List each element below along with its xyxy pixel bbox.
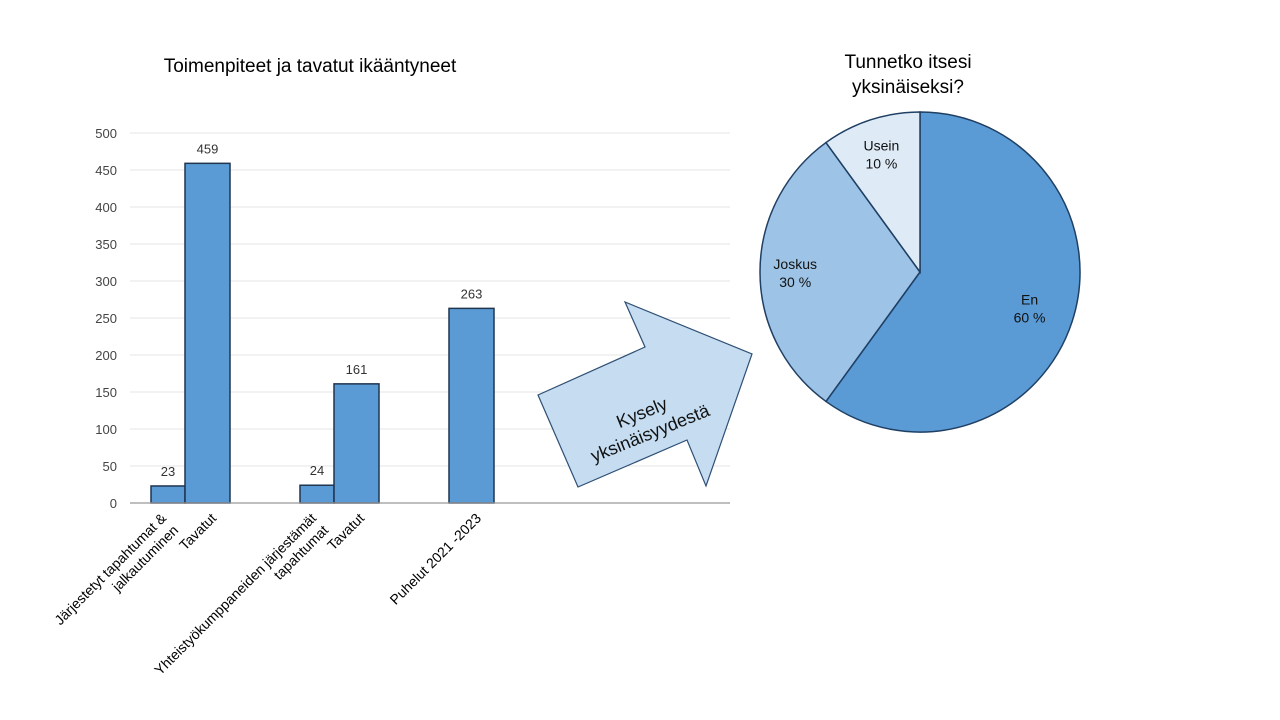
data-label: 24 bbox=[310, 463, 324, 478]
y-tick-label: 500 bbox=[95, 126, 117, 141]
y-tick-label: 450 bbox=[95, 163, 117, 178]
pie-slices bbox=[759, 111, 1081, 433]
y-axis-ticks: 0 50 100 150 200 250 300 350 400 450 500 bbox=[95, 126, 117, 511]
y-tick-label: 150 bbox=[95, 385, 117, 400]
pie-label-joskus: Joskus 30 % bbox=[773, 256, 817, 290]
pie-slice-en bbox=[824, 111, 1081, 433]
category-label: Tavatut bbox=[324, 510, 367, 553]
y-tick-label: 0 bbox=[110, 496, 117, 511]
bars bbox=[150, 162, 495, 504]
y-tick-label: 300 bbox=[95, 274, 117, 289]
y-tick-label: 350 bbox=[95, 237, 117, 252]
pie-chart: Tunnetko itsesi yksinäiseksi? En 60 % Josku… bbox=[759, 52, 1081, 433]
category-label: Yhteistyökumppaneiden järjestämättapahtu… bbox=[151, 510, 331, 678]
data-label: 263 bbox=[461, 286, 483, 301]
data-label: 161 bbox=[346, 362, 368, 377]
category-label-line: Tavatut bbox=[324, 510, 367, 553]
bar-3 bbox=[299, 484, 335, 504]
pie-slice-name: Joskus bbox=[773, 256, 817, 272]
bar-4 bbox=[333, 383, 380, 504]
y-tick-label: 100 bbox=[95, 422, 117, 437]
pie-slice-percent: 60 % bbox=[1014, 310, 1046, 326]
data-label: 23 bbox=[161, 464, 175, 479]
pie-labels: En 60 % Joskus 30 % Usein 10 % bbox=[773, 137, 1045, 325]
category-label-line: Tavatut bbox=[176, 510, 219, 553]
bar-1 bbox=[150, 485, 186, 504]
bar-5 bbox=[448, 307, 495, 504]
category-label: Järjestetyt tapahtumat &jalkautuminen bbox=[51, 509, 181, 628]
pie-label-en: En 60 % bbox=[1014, 292, 1046, 326]
pie-title-line: yksinäiseksi? bbox=[852, 77, 964, 98]
category-label: Tavatut bbox=[176, 510, 219, 553]
y-tick-label: 400 bbox=[95, 200, 117, 215]
pie-slice-percent: 30 % bbox=[779, 274, 811, 290]
pie-slice-name: Usein bbox=[864, 137, 900, 153]
data-label: 459 bbox=[197, 141, 219, 156]
category-label-line: Puhelut 2021 -2023 bbox=[386, 510, 484, 608]
bar-chart-title: Toimenpiteet ja tavatut ikääntyneet bbox=[164, 56, 457, 77]
y-tick-label: 250 bbox=[95, 311, 117, 326]
pie-title-line: Tunnetko itsesi bbox=[844, 52, 971, 73]
pie-slice-usein bbox=[824, 111, 921, 275]
pie-slice-joskus bbox=[759, 141, 921, 403]
category-label-line: Järjestetyt tapahtumat & bbox=[51, 509, 170, 628]
pie-label-usein: Usein 10 % bbox=[864, 137, 900, 171]
pie-slice-name: En bbox=[1021, 292, 1038, 308]
data-labels: 23 459 24 161 263 bbox=[161, 141, 483, 479]
category-label: Puhelut 2021 -2023 bbox=[386, 510, 484, 608]
category-labels: Järjestetyt tapahtumat &jalkautuminenTav… bbox=[51, 509, 484, 678]
pie-slice-percent: 10 % bbox=[865, 155, 897, 171]
arrow-shape bbox=[537, 300, 753, 488]
bar-2 bbox=[184, 162, 231, 504]
y-tick-label: 200 bbox=[95, 348, 117, 363]
y-tick-label: 50 bbox=[103, 459, 117, 474]
pie-chart-title: Tunnetko itsesi yksinäiseksi? bbox=[844, 52, 971, 98]
